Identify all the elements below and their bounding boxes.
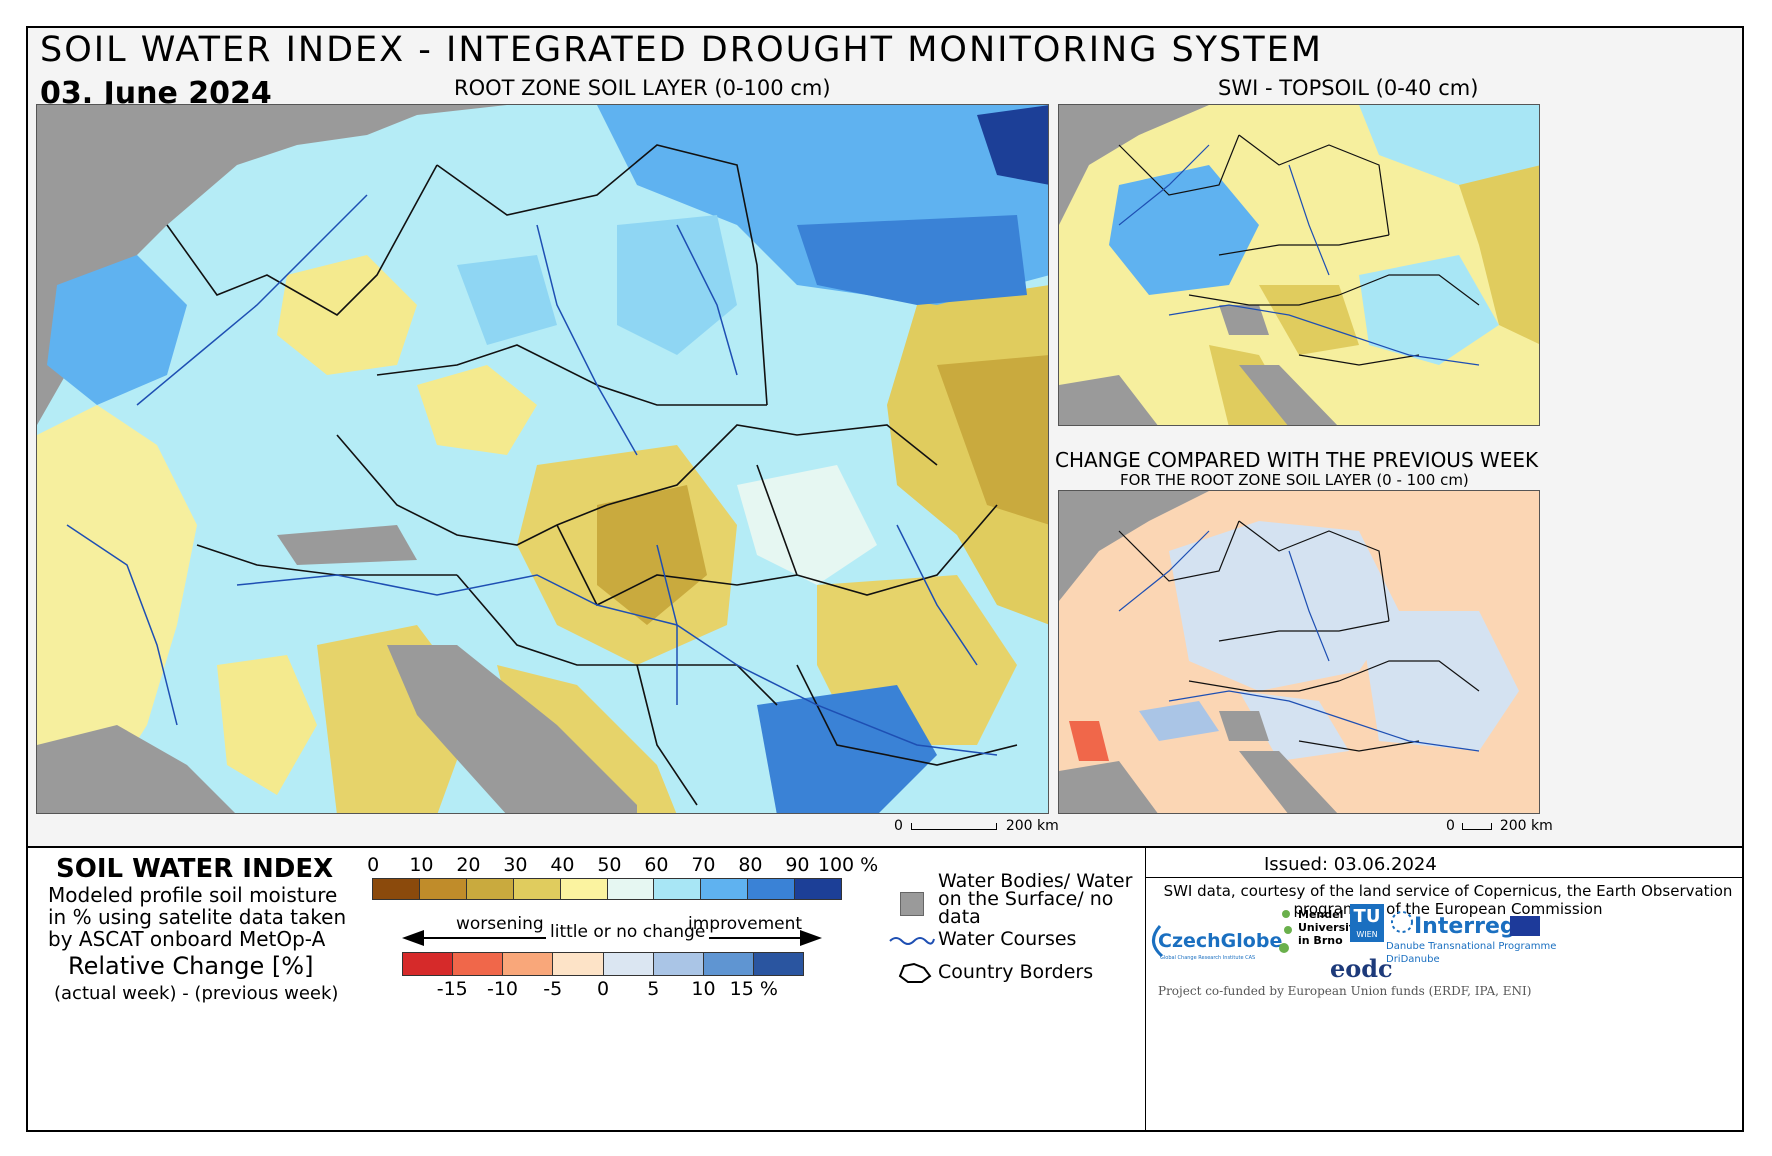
- interreg-project: DriDanube: [1386, 954, 1440, 965]
- issued-date: Issued: 03.06.2024: [1264, 854, 1437, 875]
- change-tick-3: 0: [596, 978, 610, 1000]
- swi-color-class-7: [701, 879, 749, 899]
- change-color-class-0: [403, 953, 454, 975]
- data-credit: SWI data, courtesy of the land service o…: [1163, 882, 1733, 918]
- water-bodies-swatch: [900, 892, 924, 916]
- swi-tick-0: 0: [367, 854, 380, 876]
- tu-wien-label: WIEN: [1356, 930, 1378, 939]
- tu-wien-mark: TU: [1353, 906, 1381, 927]
- czechglobe-subtitle: Global Change Research Institute CAS: [1160, 955, 1256, 961]
- swi-color-class-8: [748, 879, 796, 899]
- small-scale-end: 200 km: [1499, 818, 1553, 834]
- swi-color-class-2: [466, 879, 514, 899]
- swi-tick-5: 50: [597, 854, 622, 876]
- country-borders-swatch: [894, 960, 934, 990]
- swi-tick-3: 30: [503, 854, 528, 876]
- main-scale-zero: 0: [894, 818, 903, 834]
- change-map-caption: CHANGE COMPARED WITH THE PREVIOUS WEEK: [1055, 448, 1539, 472]
- water-courses-swatch: [888, 932, 936, 951]
- change-tick-6: 15 %: [729, 978, 778, 1000]
- mendel-dots-icon: [1279, 910, 1292, 953]
- swi-color-class-1: [419, 879, 467, 899]
- cofunded-note: Project co-funded by European Union fund…: [1158, 984, 1532, 998]
- legend-separator: [28, 846, 1742, 848]
- change-map-graphic: [1059, 491, 1539, 813]
- swi-color-class-3: [513, 879, 561, 899]
- page-title: SOIL WATER INDEX - INTEGRATED DROUGHT MO…: [40, 30, 1323, 70]
- swi-tick-1: 10: [409, 854, 434, 876]
- swi-color-class-0: [373, 879, 420, 899]
- root-zone-map: [36, 104, 1049, 814]
- swi-tick-9: 90: [785, 854, 810, 876]
- swi-tick-8: 80: [738, 854, 763, 876]
- mendel-name: Mendel University in Brno: [1298, 908, 1362, 947]
- change-tick-4: 5: [647, 978, 660, 1000]
- root-zone-map-graphic: [37, 105, 1048, 813]
- country-borders-label: Country Borders: [938, 961, 1094, 983]
- swi-color-class-9: [795, 879, 842, 899]
- swi-tick-labels: 0 10 20 30 40 50 60 70 80 90 100 %: [367, 854, 878, 878]
- small-scale-line: [1462, 822, 1493, 830]
- change-color-class-6: [703, 953, 754, 975]
- change-map: [1058, 490, 1540, 814]
- interreg-star-icon: [1391, 911, 1413, 933]
- change-color-class-3: [553, 953, 604, 975]
- swi-legend-title: SOIL WATER INDEX: [56, 854, 334, 884]
- swi-color-class-5: [607, 879, 655, 899]
- poster-frame: SOIL WATER INDEX - INTEGRATED DROUGHT MO…: [26, 26, 1744, 1132]
- czechglobe-name: CzechGlobe: [1158, 930, 1283, 952]
- interreg-star-logo: [1390, 910, 1414, 938]
- legend-divider: [1145, 848, 1146, 1130]
- topsoil-map-caption: SWI - TOPSOIL (0-40 cm): [1218, 76, 1479, 100]
- interreg-name: Interreg: [1414, 914, 1516, 939]
- main-scale-line: [911, 822, 998, 830]
- worsening-label: worsening: [456, 914, 544, 934]
- water-bodies-label: Water Bodies/ Water on the Surface/ no d…: [938, 870, 1133, 928]
- small-scale-zero: 0: [1446, 818, 1455, 834]
- czechglobe-swoosh-icon: [1152, 925, 1164, 958]
- main-map-caption: ROOT ZONE SOIL LAYER (0-100 cm): [454, 76, 831, 100]
- topsoil-map-graphic: [1059, 105, 1539, 425]
- water-courses-label: Water Courses: [938, 928, 1077, 950]
- topsoil-map: [1058, 104, 1540, 426]
- change-color-class-1: [453, 953, 504, 975]
- relative-change-subtitle: (actual week) - (previous week): [54, 983, 339, 1004]
- swi-tick-7: 70: [691, 854, 716, 876]
- czechglobe-logo: [1150, 922, 1276, 962]
- swi-legend-description: Modeled profile soil moisture in % using…: [48, 883, 347, 951]
- swi-tick-4: 40: [550, 854, 575, 876]
- legend-area: [28, 848, 1742, 1130]
- swi-color-bar: [372, 878, 842, 900]
- change-tick-labels: -15 -10 -5 0 5 10 15 %: [402, 978, 804, 1002]
- change-color-class-5: [653, 953, 704, 975]
- little-change-label: little or no change: [546, 922, 710, 942]
- swi-color-class-6: [654, 879, 702, 899]
- change-tick-1: -10: [486, 978, 519, 1000]
- main-scale-end: 200 km: [1005, 818, 1059, 834]
- swi-tick-2: 20: [456, 854, 481, 876]
- change-color-class-2: [503, 953, 554, 975]
- small-scale-bar: 0 200 km: [1446, 818, 1553, 834]
- mendel-logo: [1278, 908, 1300, 970]
- change-tick-5: 10: [691, 978, 716, 1000]
- relative-change-title: Relative Change [%]: [68, 952, 314, 980]
- change-tick-0: -15: [436, 978, 468, 1000]
- swi-tick-10: 100 %: [817, 854, 879, 876]
- tu-wien-logo: TU WIEN: [1350, 904, 1384, 942]
- border-outline-icon: [898, 962, 932, 983]
- change-color-bar: [402, 952, 804, 976]
- improvement-label: improvement: [688, 914, 803, 934]
- interreg-programme: Danube Transnational Programme: [1386, 941, 1557, 952]
- change-color-class-7: [753, 953, 803, 975]
- issued-separator: [1145, 877, 1742, 878]
- river-line-icon: [889, 937, 935, 945]
- eu-flag-icon: [1510, 916, 1540, 936]
- change-tick-2: -5: [543, 978, 563, 1000]
- swi-tick-6: 60: [644, 854, 669, 876]
- eodc-logo: eodc: [1330, 954, 1393, 983]
- change-color-class-4: [603, 953, 654, 975]
- swi-color-class-4: [560, 879, 608, 899]
- change-map-subcaption: FOR THE ROOT ZONE SOIL LAYER (0 - 100 cm…: [1120, 471, 1469, 489]
- main-scale-bar: 0 200 km: [894, 818, 1059, 834]
